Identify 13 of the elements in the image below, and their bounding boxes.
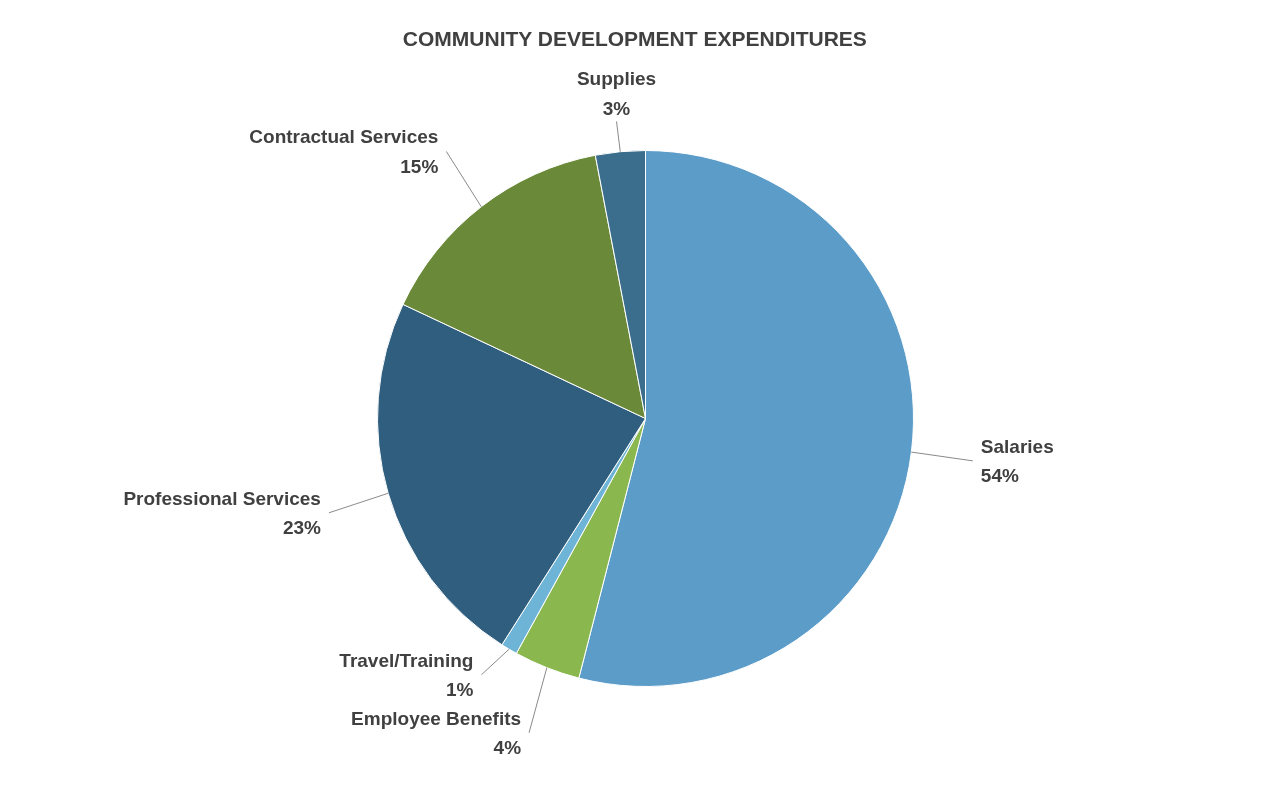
slice-label: Contractual Services [249,126,439,148]
data-label: 1% [445,678,474,700]
data-label: 4% [493,736,522,758]
slice-label: Supplies [576,68,657,90]
slice-label: Travel/Training [339,649,474,671]
chart-title: COMMUNITY DEVELOPMENT EXPENDITURES [402,27,867,50]
slice-label: Salaries [980,435,1054,457]
data-label: 54% [980,465,1019,487]
slice-label: Professional Services [123,487,321,509]
slice-label: Employee Benefits [351,707,522,729]
data-label: 15% [400,155,439,177]
data-label: 23% [282,517,322,538]
data-label: 3% [602,97,631,119]
